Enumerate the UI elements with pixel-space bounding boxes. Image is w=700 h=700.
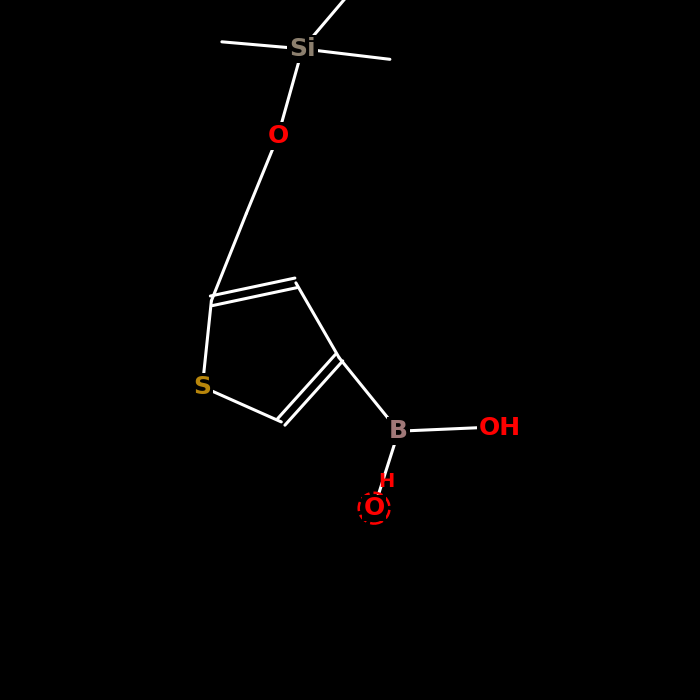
Text: S: S (193, 374, 211, 399)
Text: H: H (379, 472, 395, 491)
Text: OH: OH (479, 416, 522, 440)
Text: Si: Si (289, 37, 316, 61)
Text: O: O (363, 496, 385, 520)
Text: O: O (267, 125, 288, 148)
Text: B: B (389, 419, 408, 443)
